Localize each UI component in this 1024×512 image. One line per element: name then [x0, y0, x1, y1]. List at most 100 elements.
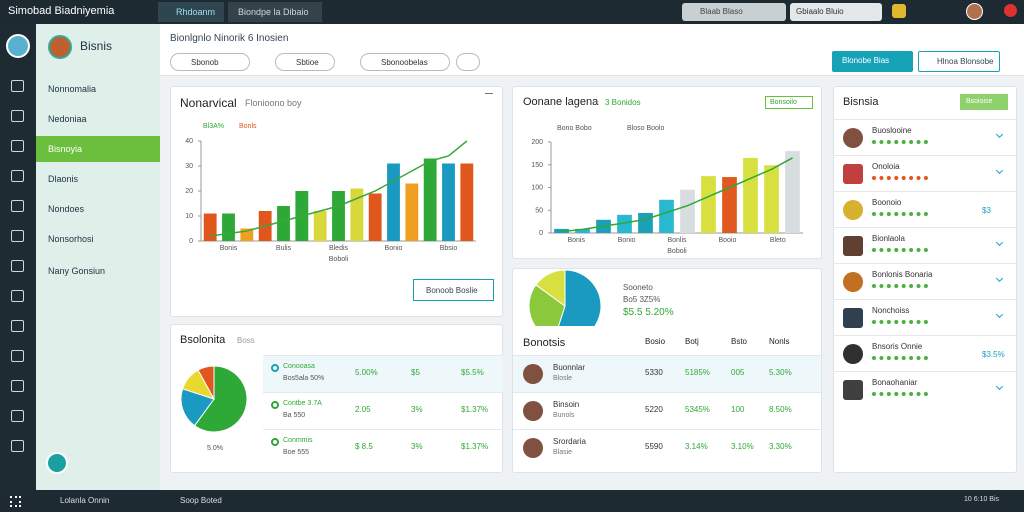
panel-title: Oonane lagena [523, 96, 599, 108]
user-name: Bisnis [80, 39, 113, 53]
nav-icon[interactable] [11, 170, 24, 182]
nav-icon[interactable] [11, 140, 24, 152]
bar [442, 163, 455, 241]
cell-sub: Ba 550 [283, 412, 306, 419]
nav-item[interactable]: Dlaonis [36, 166, 160, 192]
list-row[interactable]: Onoloia [834, 155, 1016, 191]
primary-button[interactable]: Blonobe Bias [832, 51, 913, 72]
list-row[interactable]: Buoslooine [834, 119, 1016, 155]
list-row[interactable]: Boonoio $3 [834, 191, 1016, 227]
cell: 8.50% [769, 405, 792, 414]
avatar [843, 128, 863, 148]
panel-subtitle: Flonioono boy [245, 98, 302, 108]
list-row[interactable]: Bonaohaniar [834, 371, 1016, 407]
nav-icon[interactable] [11, 110, 24, 122]
app-title: Simobad Biadniyemia [8, 5, 115, 17]
close[interactable] [485, 93, 493, 101]
account[interactable]: Gbiaalo Bluio [790, 3, 882, 21]
nav-icon[interactable] [11, 200, 24, 212]
avatar [843, 308, 863, 328]
nav-icon[interactable] [11, 410, 24, 422]
nav-item[interactable]: Nonnomalia [36, 76, 160, 102]
list-row[interactable]: Nonchoiss [834, 299, 1016, 335]
panel-title: Nonarvical [180, 96, 237, 110]
list-row[interactable]: Bnsoris Onnie $3.5% [834, 335, 1016, 371]
table-row[interactable]: Contbe 3.7A Ba 550 2.05 3% $1.37% [263, 392, 503, 429]
nav-icon[interactable] [11, 440, 24, 452]
table-row[interactable]: Srordaria Blasie 5590 3.14% 3.10% 3.30% [513, 429, 821, 466]
legend-item: Bono Bobo [557, 125, 592, 132]
pie-panel: Bsolonita Boss 5.0% Conooasa Bos5ala 50% 5.00… [170, 324, 503, 473]
panel-subtitle: Boss [237, 336, 255, 345]
search[interactable]: Blaab Blaso [682, 3, 786, 21]
badge[interactable]: Bonsoilo [765, 96, 813, 109]
bar [575, 228, 590, 233]
bar [203, 213, 217, 241]
clock: 10 6:10 Bis [964, 496, 1000, 503]
nav-icon[interactable] [11, 80, 24, 92]
outline-button[interactable]: Bonoob Boslie [413, 279, 494, 301]
x-tick-label: Bbsio [440, 245, 458, 252]
icon-rail [0, 24, 36, 490]
nav-icon[interactable] [11, 320, 24, 332]
nav-item[interactable]: Nonsorhosi [36, 226, 160, 252]
button[interactable] [456, 53, 480, 71]
avatar [843, 164, 863, 184]
button[interactable]: Sbonoobelas [360, 53, 450, 71]
cell: 3% [411, 442, 423, 451]
table-row[interactable]: Conooasa Bos5ala 50% 5.00% $5 $5.5% [263, 355, 503, 392]
task[interactable]: Lolanla Onnin [60, 496, 110, 505]
avatar [966, 3, 983, 20]
nav-item[interactable]: Bisnoyia [36, 136, 160, 162]
nav-icon[interactable] [11, 290, 24, 302]
y-tick-label: 30 [185, 163, 193, 170]
item-name: Bonlonis Bonaria [872, 270, 933, 279]
pie-label: Bo5 3Z5% [623, 295, 661, 304]
legend-item: Bloso Boolo [627, 125, 665, 132]
tab[interactable]: Biondpe la Dibaio [228, 2, 322, 22]
x-tick-label: Bonis [220, 245, 238, 252]
nav-icon[interactable] [11, 260, 24, 272]
nav-item[interactable]: Nondoes [36, 196, 160, 222]
x-tick-label: Bonio [385, 245, 403, 252]
cell: 3% [411, 405, 423, 414]
chevron [995, 310, 1004, 319]
item-name: Bonaohaniar [872, 378, 918, 387]
table-row[interactable]: Conmmis Boe 555 $ 8.5 3% $1.37% [263, 429, 503, 466]
nav-icon[interactable] [11, 230, 24, 242]
x-axis-label: Boboli [329, 256, 349, 263]
cell: $1.37% [461, 442, 489, 451]
button[interactable]: Sbtioe [275, 53, 335, 71]
item-name: Nonchoiss [872, 306, 910, 315]
cell: Contbe 3.7A [283, 400, 322, 407]
y-tick-label: 10 [185, 213, 193, 220]
button[interactable]: Sbonob [170, 53, 250, 71]
table-row[interactable]: Binsoin Bunols 5220 5345% 100 8.50% [513, 392, 821, 429]
rating [872, 176, 928, 180]
item-name: Onoloia [872, 162, 900, 171]
column-header: Botj [685, 337, 699, 346]
icon [1004, 4, 1017, 17]
x-tick-label: Bledis [329, 245, 349, 252]
column-header: Bsto [731, 337, 748, 346]
panel-title: Bisnsia [843, 96, 879, 108]
nav-item[interactable]: Nedoniaa [36, 106, 160, 132]
sidebar: Bisnis Nonnomalia Nedoniaa Bisnoyia Dlaonis N… [36, 24, 160, 490]
taskbar: Lolanla Onnin Soop Boted 10 6:10 Bis [0, 490, 1024, 512]
list-row[interactable]: Bonlonis Bonaria [834, 263, 1016, 299]
bar [764, 165, 779, 233]
fab[interactable] [46, 452, 68, 474]
tab[interactable]: Rhdoanm [158, 2, 224, 22]
bar [617, 214, 632, 233]
badge[interactable]: Bsoioise [960, 94, 1008, 110]
y-tick-label: 50 [535, 207, 543, 214]
nav-icon[interactable] [11, 350, 24, 362]
table-row[interactable]: Buonnlar Blosle 5330 5185% 005 5.30% [513, 355, 821, 392]
task[interactable]: Soop Boted [180, 496, 222, 505]
nav-item[interactable]: Nany Gonsiun [36, 258, 160, 284]
cell: 3.14% [685, 442, 708, 451]
list-row[interactable]: Bionlaola [834, 227, 1016, 263]
nav-icon[interactable] [11, 380, 24, 392]
search-box[interactable]: Hlnoa Blonsobe [918, 51, 1000, 72]
